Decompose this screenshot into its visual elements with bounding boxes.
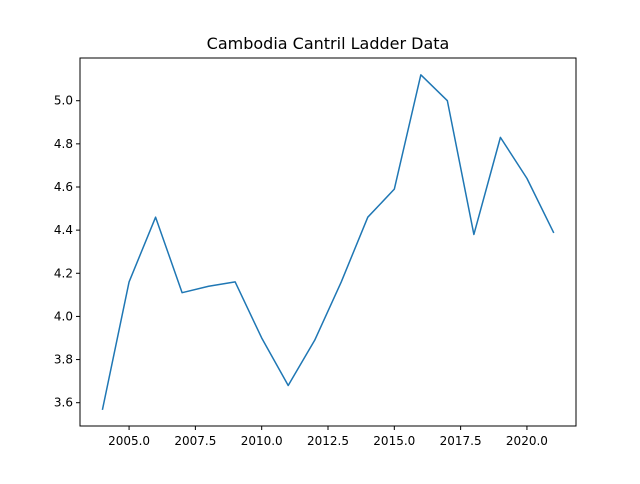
x-tick-label: 2005.0 [108,434,150,448]
chart-title: Cambodia Cantril Ladder Data [207,34,450,53]
y-tick-label: 3.8 [54,353,73,367]
y-tick-label: 4.8 [54,137,73,151]
y-tick-label: 4.0 [54,309,73,323]
series-layer [101,74,555,411]
x-tick-label: 2007.5 [174,434,216,448]
y-axis: 3.6 3.8 4.0 4.2 4.4 4.6 4.8 5.0 [54,94,80,410]
y-tick-label: 4.6 [54,180,73,194]
y-tick-label: 4.4 [54,223,73,237]
x-tick-label: 2020.0 [506,434,548,448]
y-tick-label: 4.2 [54,266,73,280]
axes-frame [79,57,577,427]
x-tick-label: 2010.0 [241,434,283,448]
series-line [101,74,555,411]
x-tick-label: 2012.5 [307,434,349,448]
x-tick-label: 2015.0 [373,434,415,448]
x-tick-label: 2017.5 [440,434,482,448]
x-axis: 2005.0 2007.5 2010.0 2012.5 2015.0 2017.5 2020… [108,426,548,448]
y-tick-label: 3.6 [54,396,73,410]
y-tick-label: 5.0 [54,94,73,108]
